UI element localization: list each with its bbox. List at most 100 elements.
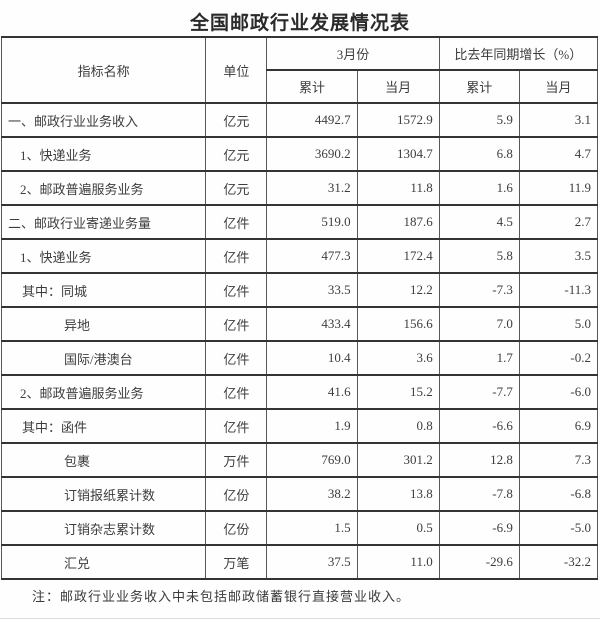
table-row: 2、邮政普遍服务业务 亿件 41.6 15.2 -7.7 -6.0 (0, 374, 599, 410)
growth-month-cell: -6.8 (518, 476, 599, 512)
table-row: 一、邮政行业业务收入 亿元 4492.7 1572.9 5.9 3.1 (0, 102, 599, 138)
growth-cumulative-cell: 1.7 (438, 340, 520, 376)
growth-cumulative-cell: 12.8 (438, 442, 520, 478)
unit-cell: 亿件 (205, 306, 268, 342)
indicator-cell: 其中：函件 (0, 408, 207, 444)
march-cumulative-cell: 477.3 (266, 238, 358, 274)
table-row: 二、邮政行业寄递业务量 亿件 519.0 187.6 4.5 2.7 (0, 204, 599, 240)
march-month-cell: 187.6 (356, 204, 440, 240)
growth-month-cell: -6.0 (518, 374, 599, 410)
growth-cumulative-cell: 4.5 (438, 204, 520, 240)
unit-cell: 亿件 (205, 374, 268, 410)
growth-cumulative-cell: -7.3 (438, 272, 520, 308)
indicator-cell: 国际/港澳台 (0, 340, 207, 376)
march-month-cell: 11.8 (356, 170, 440, 206)
growth-month-cell: -0.2 (518, 340, 599, 376)
header-unit: 单位 (205, 36, 268, 104)
header-march-group: 3月份 (266, 36, 440, 71)
growth-month-cell: 3.1 (518, 102, 599, 138)
indicator-cell: 2、邮政普遍服务业务 (0, 374, 207, 410)
march-cumulative-cell: 433.4 (266, 306, 358, 342)
unit-cell: 万件 (205, 442, 268, 478)
growth-month-cell: -5.0 (518, 510, 599, 546)
growth-month-cell: 7.3 (518, 442, 599, 478)
growth-cumulative-cell: 5.8 (438, 238, 520, 274)
march-cumulative-cell: 10.4 (266, 340, 358, 376)
march-month-cell: 1304.7 (356, 136, 440, 172)
indicator-cell: 汇兑 (0, 544, 207, 580)
unit-cell: 亿件 (205, 408, 268, 444)
growth-month-cell: 6.9 (518, 408, 599, 444)
header-indicator: 指标名称 (0, 36, 207, 104)
header-growth-cumulative: 累计 (438, 69, 520, 104)
table-row: 其中：函件 亿件 1.9 0.8 -6.6 6.9 (0, 408, 599, 444)
march-month-cell: 0.8 (356, 408, 440, 444)
growth-cumulative-cell: -7.7 (438, 374, 520, 410)
march-month-cell: 301.2 (356, 442, 440, 478)
march-month-cell: 13.8 (356, 476, 440, 512)
table-row: 订销报纸累计数 亿份 38.2 13.8 -7.8 -6.8 (0, 476, 599, 512)
march-cumulative-cell: 3690.2 (266, 136, 358, 172)
march-month-cell: 3.6 (356, 340, 440, 376)
unit-cell: 万笔 (205, 544, 268, 580)
growth-month-cell: 4.7 (518, 136, 599, 172)
indicator-cell: 订销杂志累计数 (0, 510, 207, 546)
growth-cumulative-cell: -6.6 (438, 408, 520, 444)
unit-cell: 亿件 (205, 340, 268, 376)
table-row: 1、快递业务 亿元 3690.2 1304.7 6.8 4.7 (0, 136, 599, 172)
header-row-groups: 指标名称 单位 3月份 比去年同期增长（%） (0, 36, 599, 104)
march-cumulative-cell: 1.5 (266, 510, 358, 546)
march-month-cell: 11.0 (356, 544, 440, 580)
header-growth-month: 当月 (518, 69, 599, 104)
march-month-cell: 156.6 (356, 306, 440, 342)
indicator-cell: 一、邮政行业业务收入 (0, 102, 207, 138)
unit-cell: 亿元 (205, 170, 268, 206)
table-row: 国际/港澳台 亿件 10.4 3.6 1.7 -0.2 (0, 340, 599, 376)
table-row: 订销杂志累计数 亿份 1.5 0.5 -6.9 -5.0 (0, 510, 599, 546)
march-month-cell: 0.5 (356, 510, 440, 546)
growth-cumulative-cell: 5.9 (438, 102, 520, 138)
indicator-cell: 二、邮政行业寄递业务量 (0, 204, 207, 240)
header-growth-group: 比去年同期增长（%） (438, 36, 599, 71)
growth-month-cell: 5.0 (518, 306, 599, 342)
growth-cumulative-cell: -6.9 (438, 510, 520, 546)
header-row-sub: 累计 当月 累计 当月 (2, 69, 599, 104)
unit-cell: 亿件 (205, 238, 268, 274)
march-month-cell: 1572.9 (356, 102, 440, 138)
bottom-divider (0, 618, 600, 619)
indicator-cell: 异地 (0, 306, 207, 342)
growth-month-cell: 2.7 (518, 204, 599, 240)
table-row: 1、快递业务 亿件 477.3 172.4 5.8 3.5 (0, 238, 599, 274)
march-month-cell: 172.4 (356, 238, 440, 274)
unit-cell: 亿件 (205, 204, 268, 240)
growth-month-cell: 3.5 (518, 238, 599, 274)
unit-cell: 亿元 (205, 136, 268, 172)
indicator-cell: 1、快递业务 (0, 238, 207, 274)
table-row: 异地 亿件 433.4 156.6 7.0 5.0 (0, 306, 599, 342)
indicator-cell: 包裹 (0, 442, 207, 478)
table-row: 2、邮政普遍服务业务 亿元 31.2 11.8 1.6 11.9 (0, 170, 599, 206)
march-cumulative-cell: 31.2 (266, 170, 358, 206)
growth-cumulative-cell: 7.0 (438, 306, 520, 342)
unit-cell: 亿件 (205, 272, 268, 308)
table-row: 汇兑 万笔 37.5 11.0 -29.6 -32.2 (0, 544, 599, 580)
growth-cumulative-cell: -7.8 (438, 476, 520, 512)
growth-month-cell: 11.9 (518, 170, 599, 206)
march-cumulative-cell: 37.5 (266, 544, 358, 580)
indicator-cell: 1、快递业务 (0, 136, 207, 172)
march-cumulative-cell: 1.9 (266, 408, 358, 444)
growth-cumulative-cell: -29.6 (438, 544, 520, 580)
march-cumulative-cell: 769.0 (266, 442, 358, 478)
march-cumulative-cell: 4492.7 (266, 102, 358, 138)
indicator-cell: 其中：同城 (0, 272, 207, 308)
table-row: 包裹 万件 769.0 301.2 12.8 7.3 (0, 442, 599, 478)
header-march-month: 当月 (356, 69, 440, 104)
march-month-cell: 15.2 (356, 374, 440, 410)
table-row: 其中：同城 亿件 33.5 12.2 -7.3 -11.3 (0, 272, 599, 308)
page-title: 全国邮政行业发展情况表 (189, 13, 410, 34)
footnote: 注：邮政行业业务收入中未包括邮政储蓄银行直接营业收入。 (32, 589, 411, 604)
indicator-cell: 订销报纸累计数 (0, 476, 207, 512)
march-cumulative-cell: 519.0 (266, 204, 358, 240)
growth-cumulative-cell: 6.8 (438, 136, 520, 172)
